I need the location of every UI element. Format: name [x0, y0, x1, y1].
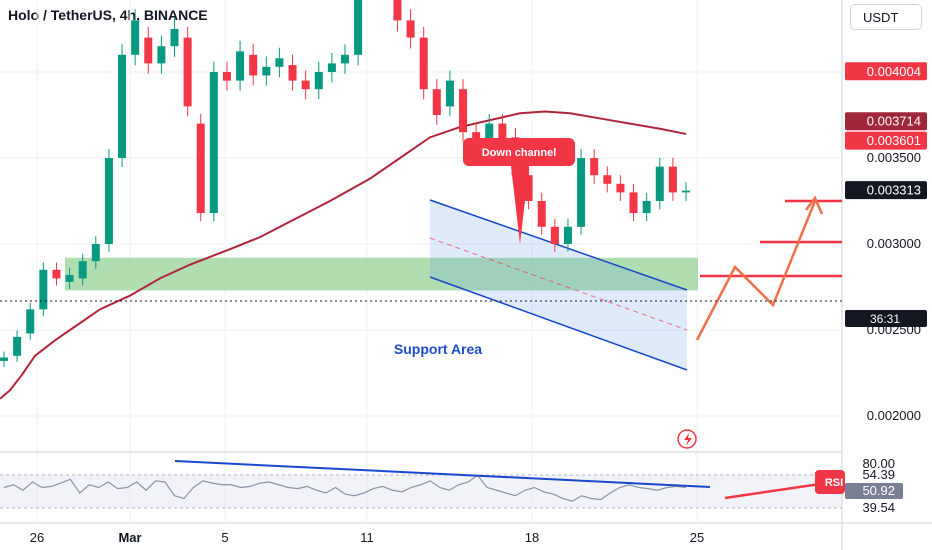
price-label-text: 0.003313: [867, 183, 921, 198]
price-tick-label: 0.002000: [867, 408, 921, 423]
rsi-callout-box: [815, 470, 845, 494]
candle-body: [183, 37, 192, 107]
projection-arrow-head: [805, 195, 824, 215]
price-tick-label: 0.003500: [867, 150, 921, 165]
rsi-trendline: [174, 460, 711, 488]
down-channel-label: Down channel: [482, 147, 557, 159]
support-area-label: Support Area: [394, 341, 482, 357]
candle-body: [104, 158, 113, 244]
candle-body: [485, 123, 494, 141]
channel-upper-line: [429, 199, 688, 291]
time-tick-label: 26: [30, 530, 44, 545]
rsi-band: [0, 475, 842, 508]
rsi-projection-line: [724, 482, 821, 500]
candle-body: [537, 201, 546, 227]
candle-body: [498, 123, 507, 141]
candle-body: [209, 72, 218, 214]
candle-body: [629, 192, 638, 214]
candle-body: [144, 37, 153, 64]
candle-body: [655, 166, 664, 201]
candle-body: [406, 20, 415, 38]
candle-body: [314, 72, 323, 90]
price-label-box: [845, 62, 927, 81]
time-tick-label: 18: [525, 530, 539, 545]
candle-body: [118, 54, 127, 158]
candle-body: [275, 58, 284, 67]
candle-body: [563, 226, 572, 244]
candle-body: [524, 175, 533, 201]
rsi-current-box: [845, 483, 903, 499]
rsi-tick-label: 50.92: [862, 483, 895, 498]
candle-body: [52, 269, 61, 279]
price-tick-label: 0.003000: [867, 236, 921, 251]
countdown-text: 36:31: [870, 312, 900, 326]
price-label-box: [845, 112, 927, 131]
candle-body: [393, 0, 402, 21]
down-channel-fill: [430, 200, 687, 370]
candle-body: [78, 261, 87, 279]
candle-body: [196, 123, 205, 214]
candle-body: [603, 175, 612, 184]
candle-body: [432, 89, 441, 115]
price-label-text: 0.004004: [867, 64, 921, 79]
candle-body: [288, 65, 297, 81]
moving-average-line: [0, 110, 687, 400]
candle-body: [0, 357, 8, 361]
candle-body: [590, 158, 599, 176]
candle-body: [668, 166, 677, 193]
candle-body: [262, 66, 271, 76]
candle-body: [91, 244, 100, 262]
lightning-icon: [677, 429, 697, 449]
time-tick-label: 5: [221, 530, 228, 545]
candle-body: [354, 0, 363, 55]
rsi-line: [3, 474, 687, 502]
candle-body: [249, 54, 258, 76]
candle-body: [222, 72, 231, 81]
candle-body: [26, 309, 35, 334]
lightning-bolt-icon: [684, 433, 692, 446]
candle-body: [170, 29, 179, 47]
candle-body: [419, 37, 428, 90]
candle-body: [616, 183, 625, 193]
candle-body: [236, 51, 245, 81]
candle-body: [157, 46, 166, 64]
projection-path: [695, 200, 817, 341]
channel-mid-line: [429, 237, 688, 331]
rsi-tick-label: 39.54: [862, 500, 895, 515]
time-tick-label: Mar: [118, 530, 141, 545]
price-label-box: [845, 181, 927, 200]
price-label-text: 0.003714: [867, 114, 921, 129]
candle-body: [65, 274, 74, 282]
channel-lower-line: [429, 276, 688, 371]
time-tick-label: 11: [360, 530, 374, 545]
candle-body: [577, 158, 586, 227]
rsi-callout-label: RSI: [825, 477, 843, 489]
candle-body: [341, 54, 349, 64]
candle-body: [445, 80, 454, 107]
rsi-tick-label: 54.39: [862, 467, 895, 482]
candle-body: [39, 269, 48, 310]
candle-body: [682, 190, 690, 193]
price-label-box: [845, 131, 927, 150]
candle-body: [459, 89, 468, 133]
currency-button[interactable]: USDT: [850, 4, 922, 30]
countdown-box: [845, 310, 927, 327]
candle-body: [13, 336, 22, 356]
candle-body: [550, 226, 559, 244]
chart-title: Holo / TetherUS, 4h, BINANCE: [8, 7, 208, 23]
time-tick-label: 25: [690, 530, 704, 545]
candle-body: [642, 201, 651, 214]
rsi-tick-label: 80.00: [862, 456, 895, 471]
candle-body: [301, 80, 310, 90]
price-label-text: 0.003601: [867, 133, 921, 148]
down-channel-callout: [463, 138, 575, 244]
candle-body: [131, 20, 140, 55]
candle-body: [327, 63, 336, 72]
